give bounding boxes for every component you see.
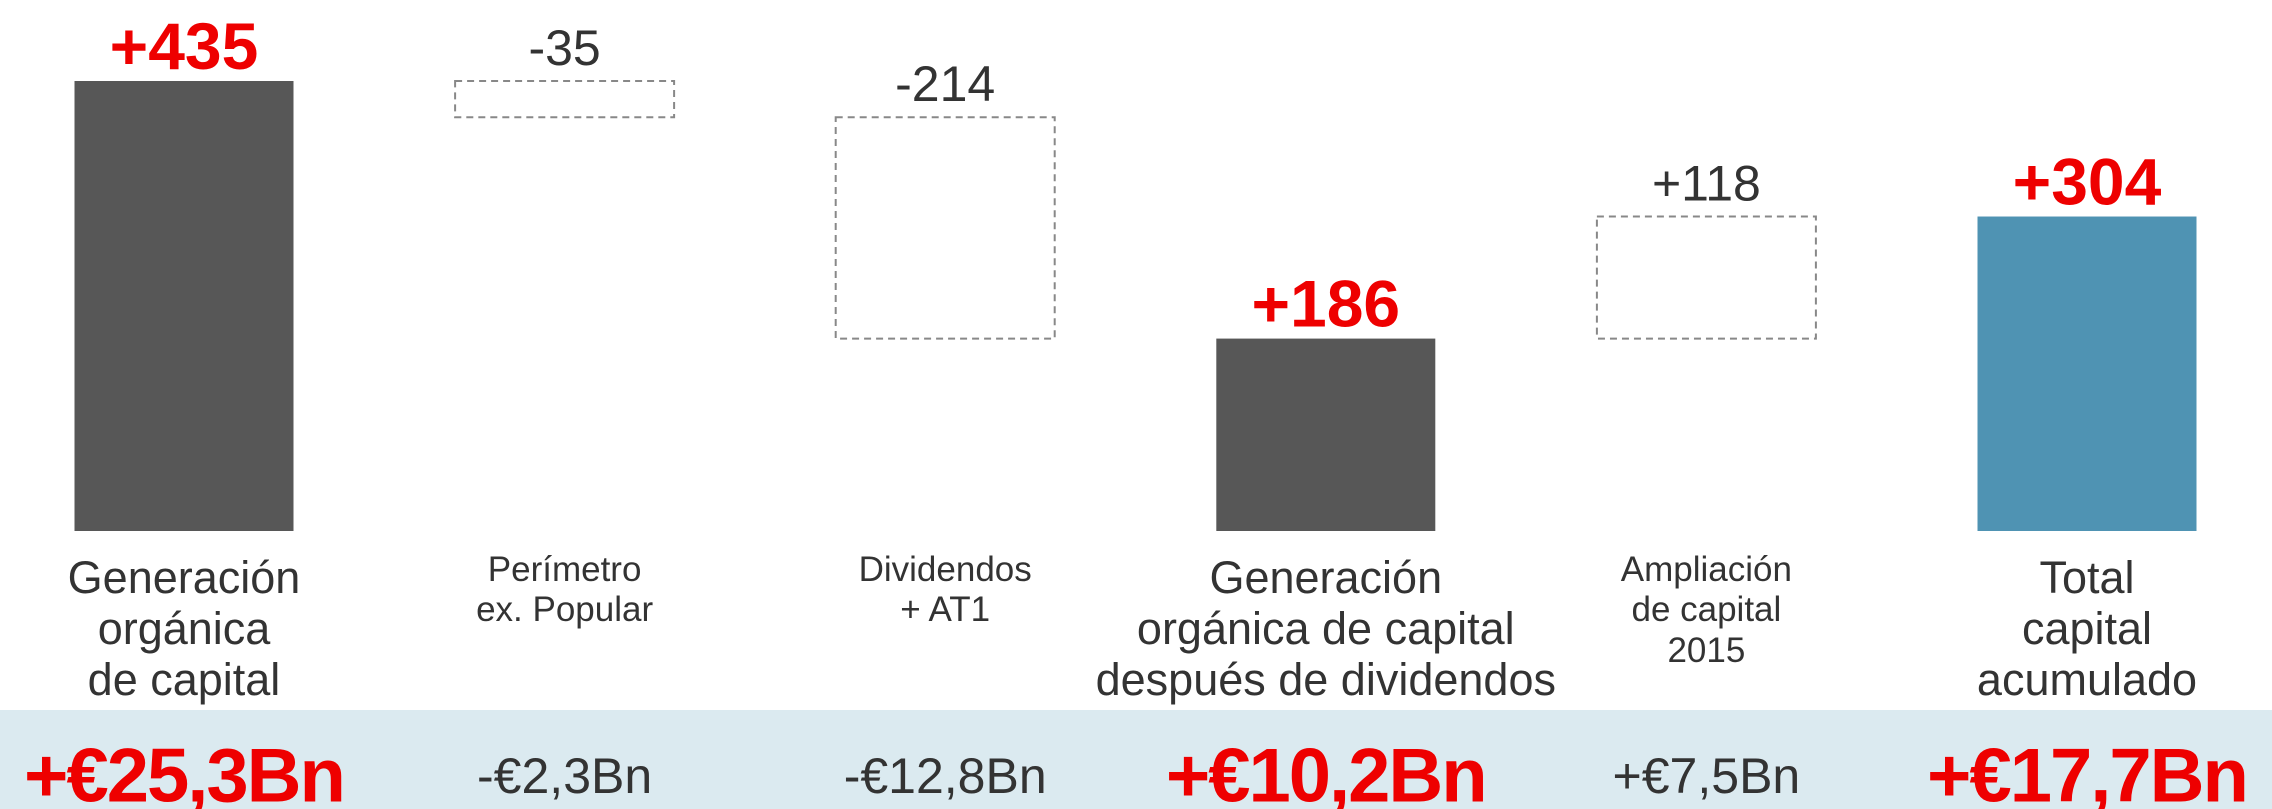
amount-label: +€25,3Bn: [24, 733, 346, 809]
bar: [454, 80, 676, 119]
category-label: Generación orgánica de capital: [67, 552, 301, 705]
category-label: Generación orgánica de capital después d…: [1095, 552, 1556, 705]
bar: [1595, 215, 1817, 340]
bar: [1216, 338, 1436, 531]
category-label: Dividendos + AT1: [858, 550, 1032, 630]
bar: [834, 116, 1056, 340]
value-label: +118: [1652, 156, 1761, 212]
amount-band: [0, 710, 2272, 809]
category-label: Perímetro ex. Popular: [476, 550, 654, 630]
amount-label: +€7,5Bn: [1612, 748, 1801, 804]
amount-label: -€12,8Bn: [843, 748, 1047, 804]
amount-label: -€2,3Bn: [477, 748, 653, 804]
category-label: Ampliación de capital 2015: [1620, 550, 1792, 670]
amount-label: +€17,7Bn: [1927, 733, 2249, 809]
bar: [74, 81, 294, 531]
value-label: +186: [1251, 267, 1400, 341]
value-label: -214: [895, 56, 995, 112]
value-label: +304: [2013, 145, 2162, 219]
amount-label: +€10,2Bn: [1165, 733, 1488, 809]
category-label: Total capital acumulado: [1976, 552, 2198, 705]
bar: [1977, 216, 2197, 531]
value-label: -35: [528, 20, 600, 76]
value-label: +435: [110, 9, 259, 83]
